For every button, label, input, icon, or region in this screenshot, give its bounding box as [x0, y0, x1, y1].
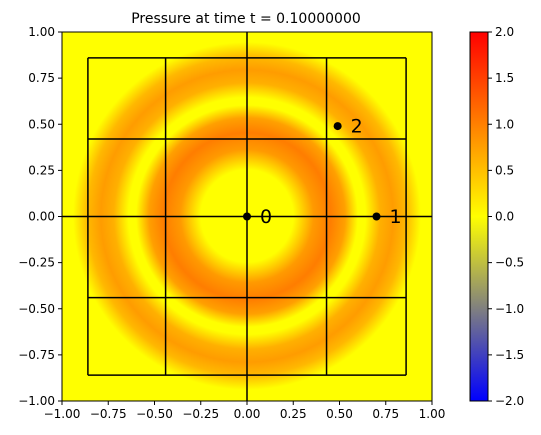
probe-label-2: 2 — [351, 116, 363, 138]
x-axis-ticks: −1.00 −0.75 −0.50 −0.25 0.00 0.25 0.50 0.75 1.00 — [44, 401, 446, 421]
colorbar-tick-label: 1.0 — [495, 117, 514, 131]
probe-label-1: 1 — [390, 206, 402, 228]
y-tick-label: 0.00 — [28, 210, 55, 224]
colorbar-ticks: −2.0 −1.5 −1.0 −0.5 0.0 0.5 1.0 1.5 2.0 — [488, 25, 524, 408]
x-tick-label: 0.25 — [280, 407, 307, 421]
y-tick-label: −0.75 — [18, 348, 55, 362]
chart-title: Pressure at time t = 0.10000000 — [131, 11, 361, 27]
colorbar-tick-label: 0.5 — [495, 163, 514, 177]
x-tick-label: 0.00 — [234, 407, 261, 421]
probe-label-0: 0 — [260, 206, 272, 228]
probe-point-1 — [372, 212, 381, 221]
colorbar-tick-label: 0.0 — [495, 210, 514, 224]
colorbar: −2.0 −1.5 −1.0 −0.5 0.0 0.5 1.0 1.5 2.0 — [469, 25, 524, 408]
x-tick-label: −0.50 — [136, 407, 173, 421]
x-tick-label: −1.00 — [44, 407, 81, 421]
colorbar-tick-label: −0.5 — [495, 256, 524, 270]
x-tick-label: 1.00 — [419, 407, 446, 421]
colorbar-gradient — [469, 31, 489, 402]
y-tick-label: −0.25 — [18, 256, 55, 270]
y-tick-label: −0.50 — [18, 302, 55, 316]
probe-point-0 — [243, 212, 251, 221]
y-tick-label: 1.00 — [28, 25, 55, 39]
y-tick-label: −1.00 — [18, 394, 55, 408]
colorbar-tick-label: 2.0 — [495, 25, 514, 39]
x-tick-label: 0.75 — [372, 407, 399, 421]
probe-point-2 — [333, 122, 342, 131]
y-tick-label: 0.50 — [28, 117, 55, 131]
x-tick-label: −0.25 — [182, 407, 219, 421]
plot-area: 0 1 2 −1.00 −0.75 −0.50 −0.25 0.00 0.25 0.50 0.75… — [18, 25, 445, 421]
y-tick-label: 0.75 — [28, 71, 55, 85]
y-axis-ticks: −1.00 −0.75 −0.50 −0.25 0.00 0.25 0.50 0.75 1.00 — [18, 25, 62, 408]
colorbar-tick-label: 1.5 — [495, 71, 514, 85]
colorbar-tick-label: −1.5 — [495, 348, 524, 362]
probe-points: 0 1 2 — [243, 116, 402, 228]
x-tick-label: −0.75 — [90, 407, 127, 421]
colorbar-tick-label: −2.0 — [495, 394, 524, 408]
colorbar-tick-label: −1.0 — [495, 302, 524, 316]
y-tick-label: 0.25 — [28, 163, 55, 177]
x-tick-label: 0.50 — [326, 407, 353, 421]
